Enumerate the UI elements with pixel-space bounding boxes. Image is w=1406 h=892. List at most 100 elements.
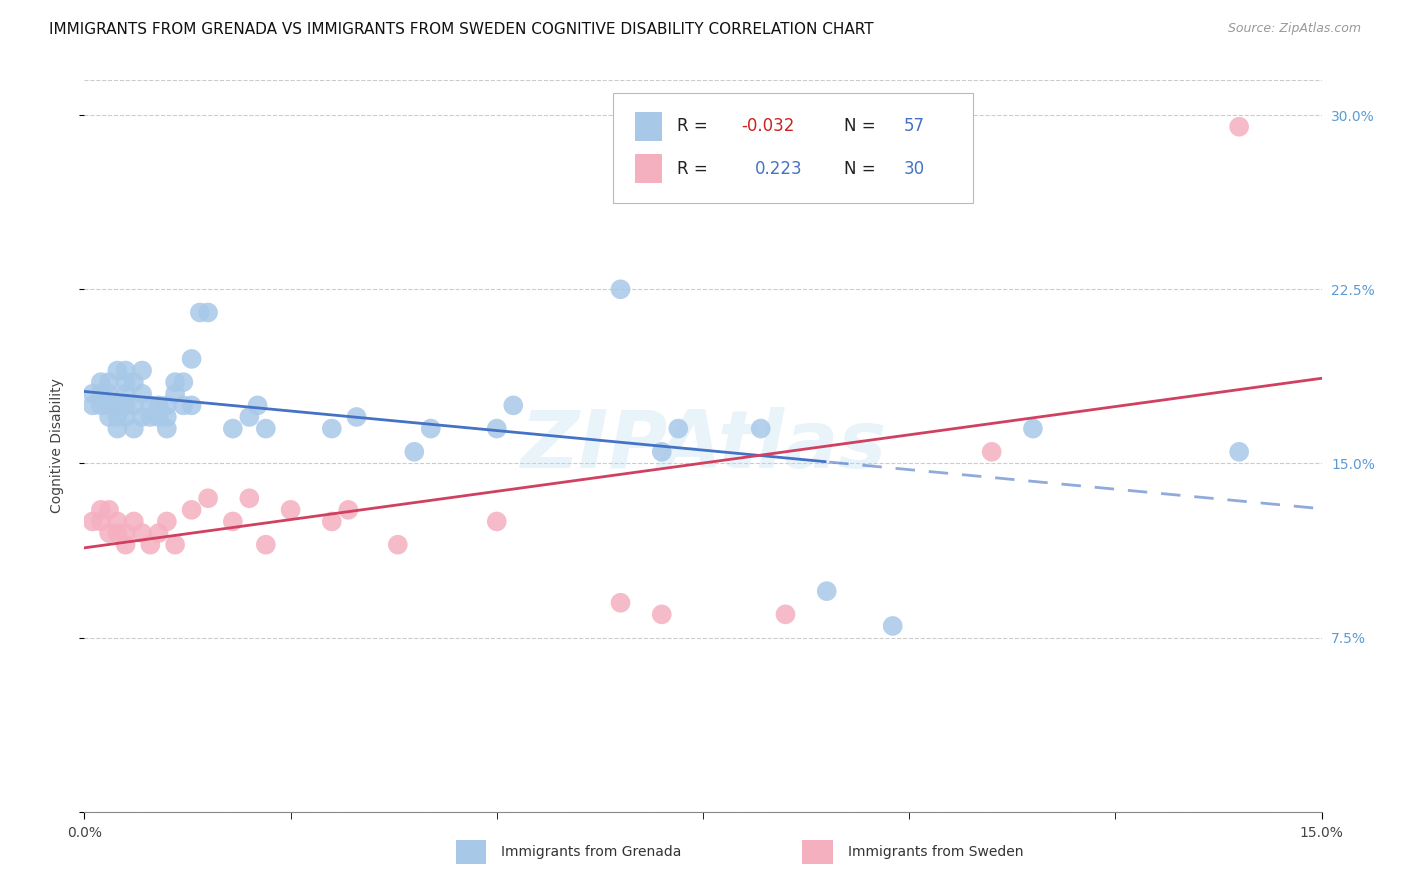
Point xyxy=(749,421,772,435)
Point xyxy=(148,409,170,424)
Point xyxy=(105,526,128,541)
Point xyxy=(321,421,343,435)
Point xyxy=(337,503,360,517)
Point xyxy=(105,398,128,412)
Point xyxy=(105,421,128,435)
Point xyxy=(980,445,1002,459)
Point xyxy=(82,398,104,412)
Point xyxy=(156,421,179,435)
Point xyxy=(197,305,219,319)
Text: N =: N = xyxy=(844,160,882,178)
Point xyxy=(254,421,277,435)
Point xyxy=(180,351,202,366)
Point xyxy=(238,491,260,506)
Point xyxy=(131,363,153,377)
Point xyxy=(609,282,631,296)
Point xyxy=(238,409,260,424)
Point xyxy=(139,538,162,552)
Text: -0.032: -0.032 xyxy=(741,118,794,136)
Point xyxy=(98,375,121,389)
Point xyxy=(148,526,170,541)
Point xyxy=(105,363,128,377)
Point xyxy=(775,607,797,622)
Point xyxy=(98,503,121,517)
Point xyxy=(882,619,904,633)
Point xyxy=(114,386,136,401)
Point xyxy=(165,386,187,401)
Text: Immigrants from Sweden: Immigrants from Sweden xyxy=(848,845,1024,859)
Point xyxy=(651,607,673,622)
Point xyxy=(105,515,128,529)
Point xyxy=(280,503,302,517)
Point xyxy=(156,398,179,412)
Point xyxy=(139,398,162,412)
Text: 57: 57 xyxy=(904,118,924,136)
Point xyxy=(122,398,145,412)
Point xyxy=(98,398,121,412)
Point xyxy=(90,503,112,517)
Point xyxy=(485,421,508,435)
Point xyxy=(98,409,121,424)
Point xyxy=(222,421,245,435)
Point xyxy=(114,538,136,552)
Point xyxy=(222,515,245,529)
Text: 0.223: 0.223 xyxy=(755,160,803,178)
Y-axis label: Cognitive Disability: Cognitive Disability xyxy=(49,378,63,514)
Point xyxy=(1227,445,1250,459)
Point xyxy=(419,421,441,435)
Point xyxy=(156,409,179,424)
Point xyxy=(651,445,673,459)
Point xyxy=(609,596,631,610)
Point xyxy=(122,375,145,389)
Point xyxy=(1227,120,1250,134)
Point xyxy=(82,386,104,401)
Text: Source: ZipAtlas.com: Source: ZipAtlas.com xyxy=(1227,22,1361,36)
Point xyxy=(114,363,136,377)
Text: R =: R = xyxy=(678,118,713,136)
Point xyxy=(90,375,112,389)
Point xyxy=(165,538,187,552)
Point xyxy=(254,538,277,552)
Point xyxy=(114,409,136,424)
Point xyxy=(156,515,179,529)
Point xyxy=(172,375,194,389)
Point xyxy=(346,409,368,424)
FancyBboxPatch shape xyxy=(636,112,662,141)
Point xyxy=(404,445,426,459)
Point xyxy=(114,398,136,412)
Point xyxy=(666,421,689,435)
FancyBboxPatch shape xyxy=(801,840,832,863)
Text: IMMIGRANTS FROM GRENADA VS IMMIGRANTS FROM SWEDEN COGNITIVE DISABILITY CORRELATI: IMMIGRANTS FROM GRENADA VS IMMIGRANTS FR… xyxy=(49,22,875,37)
Point xyxy=(485,515,508,529)
Point xyxy=(82,515,104,529)
FancyBboxPatch shape xyxy=(613,93,973,203)
Point xyxy=(90,386,112,401)
Point xyxy=(98,526,121,541)
Point xyxy=(131,386,153,401)
Point xyxy=(139,409,162,424)
Point xyxy=(148,398,170,412)
Text: 30: 30 xyxy=(904,160,925,178)
Point xyxy=(105,409,128,424)
Point xyxy=(1022,421,1045,435)
Point xyxy=(122,515,145,529)
Point xyxy=(98,386,121,401)
Point xyxy=(114,375,136,389)
Point xyxy=(180,398,202,412)
Point xyxy=(114,526,136,541)
Point xyxy=(387,538,409,552)
FancyBboxPatch shape xyxy=(456,840,486,863)
Point xyxy=(90,515,112,529)
Text: N =: N = xyxy=(844,118,882,136)
Point xyxy=(815,584,838,599)
Point xyxy=(165,375,187,389)
Point xyxy=(131,409,153,424)
Text: Immigrants from Grenada: Immigrants from Grenada xyxy=(502,845,682,859)
Point xyxy=(246,398,269,412)
Point xyxy=(188,305,211,319)
Point xyxy=(122,421,145,435)
Point xyxy=(131,526,153,541)
Text: R =: R = xyxy=(678,160,718,178)
Point xyxy=(197,491,219,506)
Point xyxy=(172,398,194,412)
